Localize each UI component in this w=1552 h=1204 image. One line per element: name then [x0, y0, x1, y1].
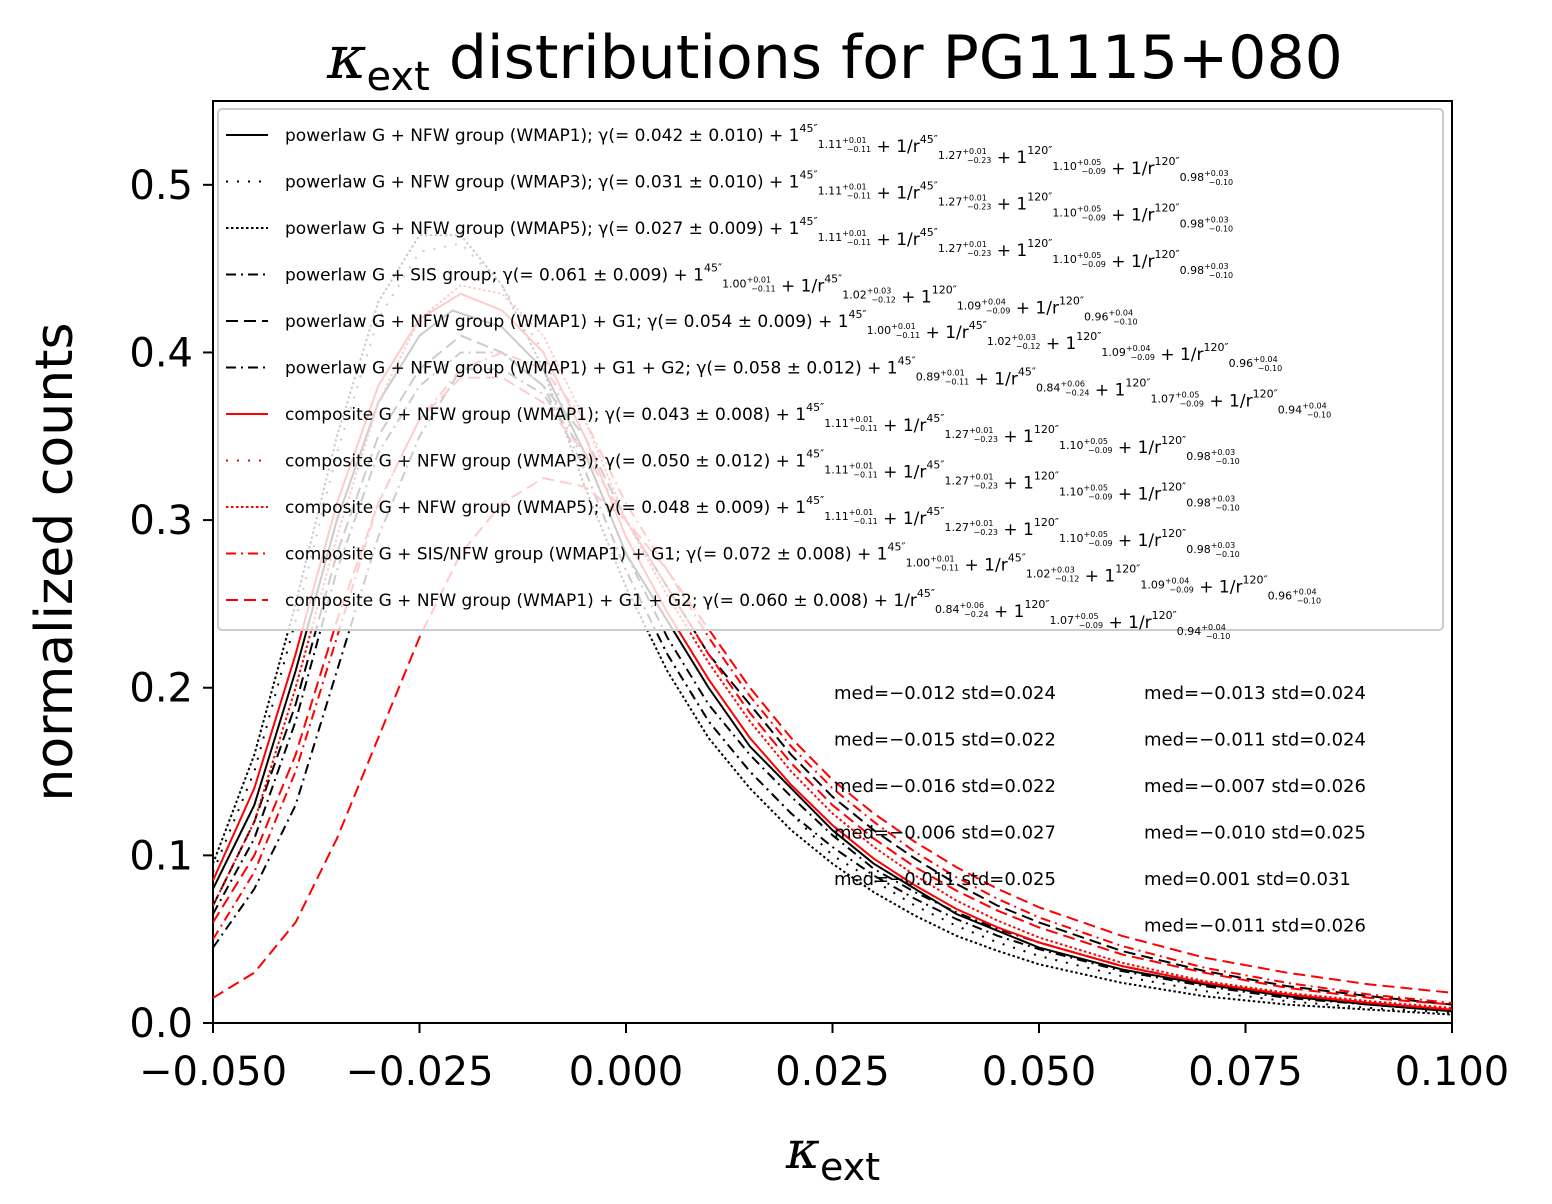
y-tick-label: 0.0 [129, 1001, 193, 1047]
x-tick-label: 0.075 [1188, 1049, 1303, 1095]
stats-annotation: med=−0.011 std=0.026 [1144, 916, 1366, 937]
x-tick-label: −0.025 [345, 1049, 493, 1095]
x-tick-label: 0.100 [1395, 1049, 1510, 1095]
stats-annotation: med=0.001 std=0.031 [1144, 869, 1351, 890]
series-line-3 [213, 234, 1452, 1016]
legend-box [217, 108, 1444, 631]
legend-entry-label: powerlaw G + NFW group (WMAP3); γ(= 0.03… [285, 169, 1233, 234]
series-line-11 [213, 376, 1452, 1006]
legend-entry-label: powerlaw G + NFW group (WMAP1) + G1; γ(=… [285, 308, 1282, 373]
stats-annotation: med=−0.015 std=0.022 [834, 730, 1056, 751]
stats-annotation: med=−0.007 std=0.026 [1144, 776, 1366, 797]
legend-entry-label: composite G + NFW group (WMAP5); γ(= 0.0… [285, 494, 1240, 559]
legend-entry-label: powerlaw G + NFW group (WMAP5); γ(= 0.02… [285, 215, 1233, 280]
y-tick-label: 0.3 [129, 498, 193, 544]
x-axis-label: κext [785, 1121, 880, 1189]
stats-annotation: med=−0.012 std=0.024 [834, 683, 1056, 704]
stats-annotation: med=−0.013 std=0.024 [1144, 683, 1366, 704]
stats-annotation: med=−0.010 std=0.025 [1144, 823, 1366, 844]
y-tick-label: 0.1 [129, 833, 193, 879]
chart-title: κext distributions for PG1115+080 [326, 23, 1343, 100]
x-tick-label: −0.050 [139, 1049, 287, 1095]
legend-entry-label: composite G + NFW group (WMAP3); γ(= 0.0… [285, 448, 1240, 513]
stats-annotation: med=−0.011 std=0.025 [834, 869, 1056, 890]
legend-entry-label: composite G + SIS/NFW group (WMAP1) + G1… [285, 541, 1321, 606]
y-tick-label: 0.4 [129, 330, 193, 376]
y-axis-label: normalized counts [25, 322, 85, 801]
series-line-6 [213, 351, 1452, 1013]
legend-entry-label: composite G + NFW group (WMAP1) + G1 + G… [285, 587, 1230, 641]
legend: powerlaw G + NFW group (WMAP1); γ(= 0.04… [217, 108, 1444, 641]
x-tick-label: 0.025 [775, 1049, 890, 1095]
series-line-10 [213, 477, 1452, 999]
legend-entry-label: powerlaw G + NFW group (WMAP1) + G1 + G2… [285, 355, 1331, 420]
y-tick-label: 0.2 [129, 666, 193, 712]
plot-axes: −0.050 −0.025 0.000 0.025 0.050 0.075 0.100 0.0… [25, 100, 1510, 1189]
stats-annotation: med=−0.006 std=0.027 [834, 823, 1056, 844]
stats-annotation: med=−0.011 std=0.024 [1144, 730, 1366, 751]
x-tick-label: 0.000 [569, 1049, 684, 1095]
series-line-8 [213, 351, 1452, 1004]
legend-entry-label: powerlaw G + NFW group (WMAP1); γ(= 0.04… [285, 122, 1233, 187]
stats-annotations: med=−0.012 std=0.024 med=−0.013 std=0.024… [834, 683, 1366, 937]
y-tick-label: 0.5 [129, 163, 193, 209]
legend-entry-label: powerlaw G + SIS group; γ(= 0.061 ± 0.00… [285, 262, 1138, 327]
legend-entry-label: composite G + NFW group (WMAP1); γ(= 0.0… [285, 401, 1240, 466]
stats-annotation: med=−0.016 std=0.022 [834, 776, 1056, 797]
chart-title-text: κext distributions for PG1115+080 [326, 23, 1343, 100]
x-tick-label: 0.050 [982, 1049, 1097, 1095]
